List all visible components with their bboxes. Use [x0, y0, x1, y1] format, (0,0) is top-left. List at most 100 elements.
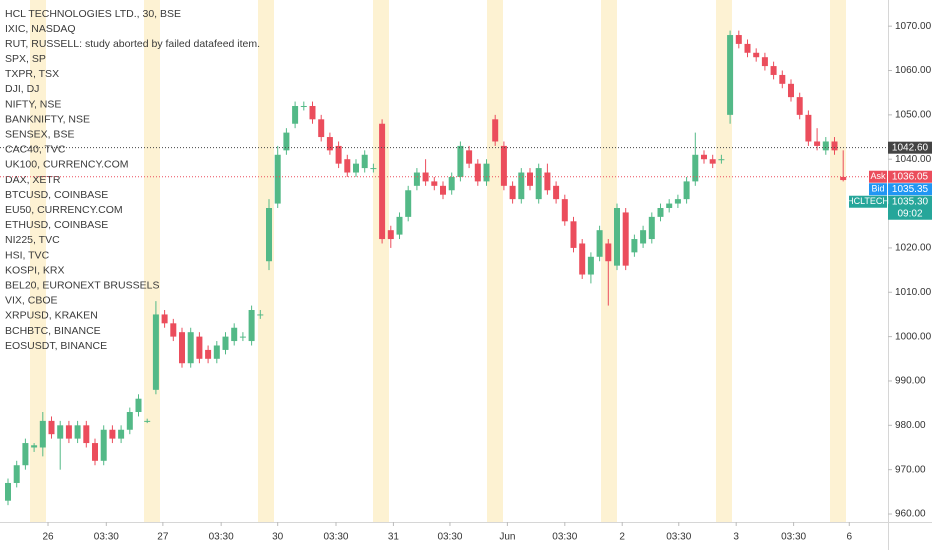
candle-body	[622, 212, 629, 266]
y-tick-label: 1040.00	[895, 154, 932, 165]
price-label-box	[888, 141, 932, 154]
session-band	[830, 0, 846, 522]
symbol-label: BTCUSD, COINBASE	[5, 189, 108, 201]
candle-body	[779, 74, 786, 84]
candle-body	[587, 256, 594, 275]
candle-body	[144, 420, 151, 422]
symbol-label: CAC40, TVC	[5, 144, 66, 156]
y-tick-label: 980.00	[895, 420, 926, 431]
symbol-label: ETHUSD, COINBASE	[5, 219, 108, 231]
candle-body	[474, 163, 481, 182]
candle-body	[335, 145, 342, 164]
symbol-label: EOSUSDT, BINANCE	[5, 340, 107, 352]
candle-body	[48, 420, 55, 435]
symbol-label: NIFTY, NSE	[5, 98, 61, 110]
candle-body	[257, 314, 264, 316]
candle-body	[431, 181, 438, 186]
candle-body	[466, 150, 473, 164]
candle-body	[674, 199, 681, 204]
x-tick-label: 03:30	[323, 532, 348, 543]
x-tick-label: 27	[157, 532, 169, 543]
x-tick-label: 03:30	[552, 532, 577, 543]
candle-body	[761, 57, 768, 67]
candle-body	[396, 216, 403, 235]
symbol-label: XRPUSD, KRAKEN	[5, 310, 98, 322]
y-tick-label: 1050.00	[895, 110, 932, 121]
price-label: 1036.05	[892, 171, 929, 182]
candle-body	[187, 332, 194, 364]
candle-body	[370, 168, 377, 170]
x-tick-label: Jun	[499, 532, 515, 543]
price-label-box	[888, 195, 932, 220]
candle-body	[666, 203, 673, 209]
y-tick-label: 1020.00	[895, 243, 932, 254]
candle-body	[579, 243, 586, 275]
symbol-label: DJI, DJ	[5, 83, 39, 95]
price-tag-box	[869, 170, 887, 183]
price-label: 1035.35	[892, 184, 929, 195]
candle-body	[796, 97, 803, 115]
y-tick-label: 1010.00	[895, 287, 932, 298]
candle-body	[283, 132, 290, 151]
candle-body	[196, 336, 203, 359]
candle-body	[39, 420, 46, 448]
candle-body	[361, 154, 368, 169]
candle-body	[274, 154, 281, 204]
symbol-label: DAX, XETR	[5, 174, 61, 186]
candle-body	[753, 52, 760, 58]
x-tick-label: 03:30	[94, 532, 119, 543]
symbol-label: UK100, CURRENCY.COM	[5, 159, 129, 171]
x-tick-label: 03:30	[666, 532, 691, 543]
candle-body	[457, 145, 464, 177]
candle-body	[57, 425, 64, 439]
candle-body	[300, 105, 307, 107]
candle-body	[65, 425, 72, 439]
candle-body	[448, 176, 455, 191]
candle-body	[648, 216, 655, 240]
x-tick-label: 31	[388, 532, 400, 543]
candle-body	[135, 398, 142, 413]
symbol-label: VIX, CBOE	[5, 295, 58, 307]
symbol-label: RUT, RUSSELL: study aborted by failed da…	[5, 38, 260, 50]
candle-body	[605, 243, 612, 262]
symbol-label: SPX, SP	[5, 53, 46, 65]
candle-body	[92, 443, 99, 461]
symbol-label: SENSEX, BSE	[5, 128, 74, 140]
y-tick-label: 990.00	[895, 376, 926, 387]
candle-body	[831, 141, 838, 151]
candle-body	[213, 345, 220, 359]
y-tick-label: 1060.00	[895, 65, 932, 76]
candle-body	[231, 327, 238, 342]
price-tag-box	[869, 183, 887, 196]
price-tag: Bid	[871, 184, 884, 194]
price-label-box	[888, 183, 932, 196]
symbol-label: BANKNIFTY, NSE	[5, 113, 90, 125]
candle-body	[292, 105, 299, 124]
candle-body	[822, 141, 829, 151]
candle-body	[405, 190, 412, 217]
candle-body	[640, 230, 647, 244]
symbol-label: BCHBTC, BINANCE	[5, 325, 101, 337]
candle-body	[118, 429, 125, 439]
candle-body	[353, 163, 360, 173]
candle-body	[5, 482, 12, 501]
candle-body	[326, 137, 333, 151]
session-band	[30, 0, 46, 522]
candle-body	[787, 83, 794, 98]
candle-body	[344, 159, 351, 173]
candle-body	[744, 43, 751, 53]
symbol-label: IXIC, NASDAQ	[5, 23, 76, 35]
price-label-box	[888, 170, 932, 183]
candle-body	[561, 199, 568, 222]
candle-body	[709, 159, 716, 164]
candle-body	[613, 208, 620, 266]
candle-body	[170, 323, 177, 337]
y-tick-label: 1000.00	[895, 331, 932, 342]
candle-body	[31, 445, 38, 448]
candle-body	[74, 425, 81, 439]
candle-body	[683, 181, 690, 200]
session-band	[716, 0, 732, 522]
chart-title: HCL TECHNOLOGIES LTD., 30, BSE	[5, 8, 181, 20]
candle-body	[509, 185, 516, 200]
